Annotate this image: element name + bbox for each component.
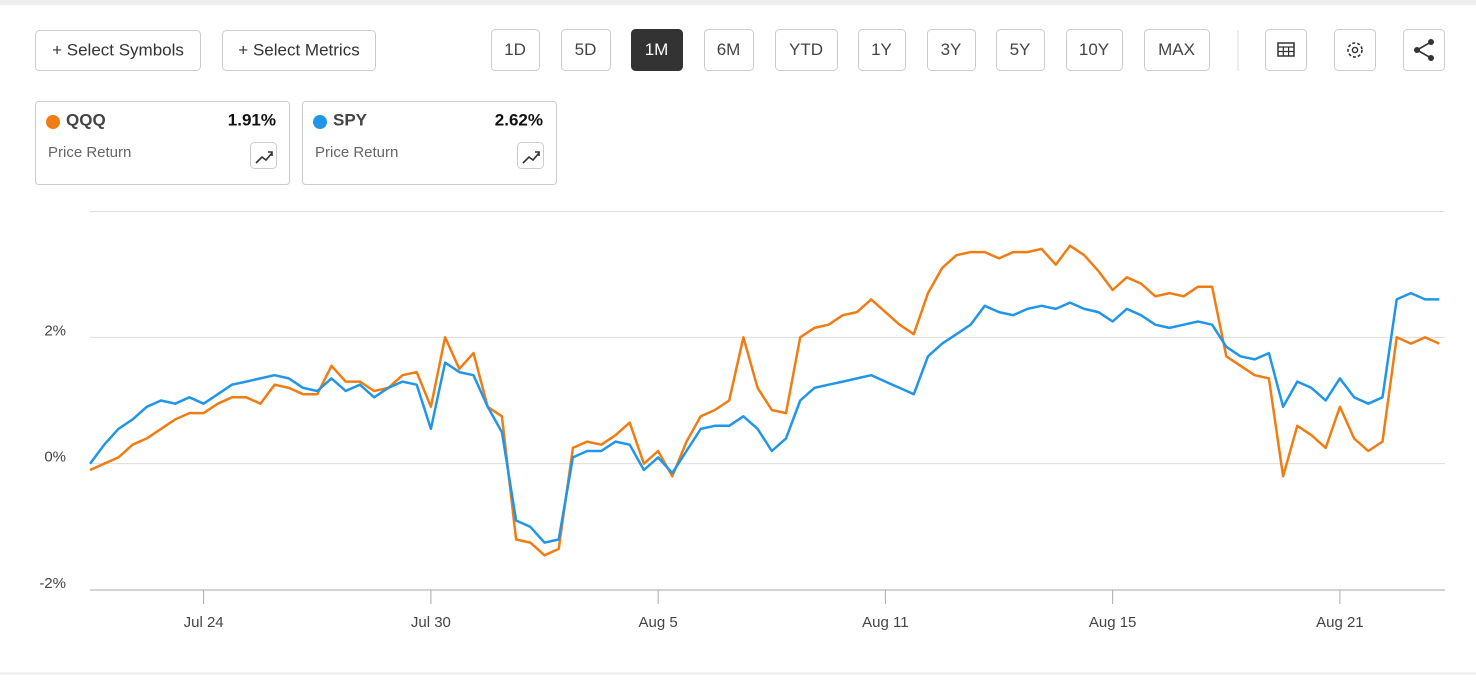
- x-tick-label: Aug 15: [1089, 614, 1137, 631]
- card-metric: Price Return: [315, 144, 398, 161]
- table-icon: [1278, 46, 1294, 56]
- x-tick-label: Jul 24: [184, 614, 224, 631]
- button-frame: [1403, 29, 1445, 71]
- button-frame: [1334, 29, 1376, 71]
- y-tick-label: -2%: [39, 575, 66, 592]
- series-name: SPY: [333, 110, 368, 129]
- button-label: 5D: [575, 40, 597, 59]
- share-icon: [1428, 55, 1434, 61]
- button-frame: [1265, 29, 1307, 71]
- range-button[interactable]: 10Y: [1066, 29, 1123, 71]
- button-frame: [631, 29, 683, 71]
- button-frame: [927, 29, 976, 71]
- button-label: MAX: [1158, 40, 1195, 59]
- card-frame: [35, 101, 290, 185]
- button-frame: [1066, 29, 1123, 71]
- button-frame: [561, 29, 611, 71]
- legend-card[interactable]: QQQ 1.91% Price Return: [35, 101, 290, 185]
- series-line: [89, 244, 1440, 557]
- card-metric: Price Return: [48, 144, 131, 161]
- button-label: 1D: [504, 40, 526, 59]
- share-icon: [1428, 39, 1434, 45]
- trend-icon: [522, 151, 540, 164]
- legend-swatch: [46, 115, 60, 129]
- button-frame: [996, 29, 1045, 71]
- symbols-button[interactable]: + Select Symbols: [35, 30, 201, 71]
- series-name: QQQ: [66, 110, 106, 129]
- gear-icon: [1351, 46, 1359, 54]
- button-label: 6M: [717, 40, 741, 59]
- card-frame: [302, 101, 557, 185]
- table-button[interactable]: [1265, 29, 1307, 71]
- legend-cards: QQQ 1.91% Price Return SPY 2.62% Price Return: [35, 101, 557, 185]
- x-tick-label: Jul 30: [411, 614, 451, 631]
- range-button[interactable]: 5D: [561, 29, 611, 71]
- gear-icon: [1347, 42, 1363, 58]
- button-label: 5Y: [1010, 40, 1031, 59]
- trend-icon: [255, 151, 273, 164]
- button-frame: [1144, 29, 1210, 71]
- range-button[interactable]: 5Y: [996, 29, 1045, 71]
- button-label: 10Y: [1079, 40, 1109, 59]
- x-tick-label: Aug 21: [1316, 614, 1364, 631]
- range-button[interactable]: 1D: [491, 29, 540, 71]
- button-frame: [222, 30, 376, 71]
- range-button[interactable]: 6M: [704, 29, 754, 71]
- button-label: YTD: [789, 40, 823, 59]
- share-icon: [1414, 47, 1420, 53]
- button-frame: [858, 29, 906, 71]
- range-button[interactable]: 1Y: [858, 29, 906, 71]
- card-value: 2.62%: [495, 110, 543, 129]
- x-tick-label: Aug 11: [862, 614, 908, 631]
- range-button[interactable]: YTD: [775, 29, 838, 71]
- button-label: + Select Symbols: [52, 40, 184, 59]
- series-line: [88, 291, 1440, 544]
- button-frame: [35, 30, 201, 71]
- range-button[interactable]: 1M: [631, 29, 683, 71]
- legend-swatch: [313, 115, 327, 129]
- top-bar: [0, 0, 1476, 5]
- card-value: 1.91%: [228, 110, 276, 129]
- range-buttons: 1D 5D 1M 6M YTD 1Y 3Y 5Y 10Y MAX: [491, 29, 1210, 71]
- button-frame: [704, 29, 754, 71]
- table-icon: [1277, 42, 1295, 57]
- button-label: + Select Metrics: [238, 40, 359, 59]
- bottom-bar: [0, 672, 1476, 675]
- button-label: 1M: [645, 40, 669, 59]
- range-button[interactable]: MAX: [1144, 29, 1210, 71]
- x-tick-label: Aug 5: [639, 614, 678, 631]
- y-tick-label: 2%: [44, 322, 66, 339]
- y-tick-label: 0%: [44, 449, 66, 466]
- share-button[interactable]: [1403, 29, 1445, 71]
- legend-card[interactable]: SPY 2.62% Price Return: [302, 101, 557, 185]
- button-label: 3Y: [941, 40, 962, 59]
- button-label: 1Y: [871, 40, 892, 59]
- button-frame: [775, 29, 838, 71]
- settings-button[interactable]: [1334, 29, 1376, 71]
- range-button[interactable]: 3Y: [927, 29, 976, 71]
- button-frame: [491, 29, 540, 71]
- metrics-button[interactable]: + Select Metrics: [222, 30, 376, 71]
- chart: -2% 0% 2% Jul 24 Jul 30 Aug 5 Aug 11 Aug 15 Aug …: [39, 211, 1445, 631]
